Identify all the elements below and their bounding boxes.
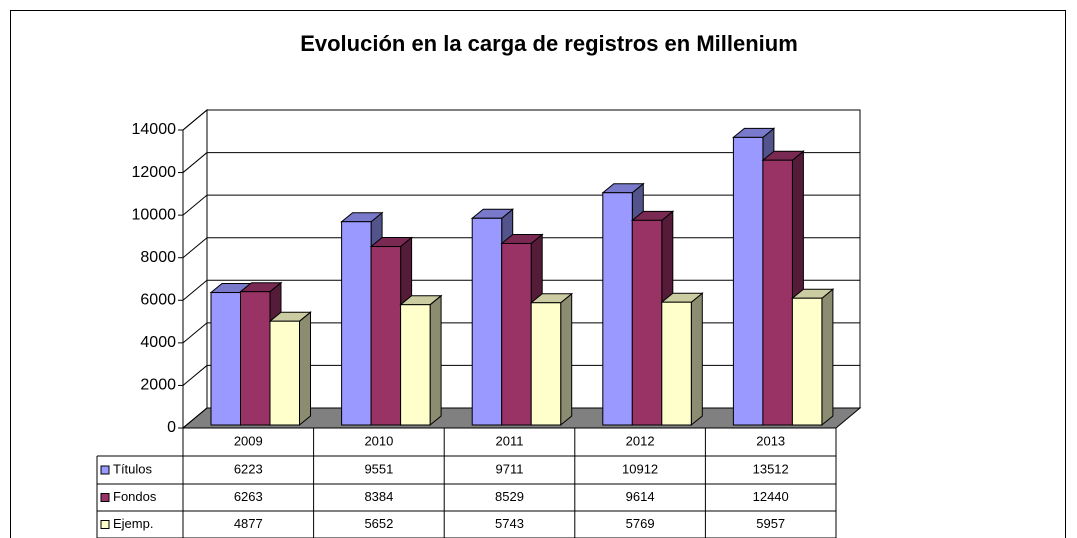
table-value: 8529 [495, 489, 524, 504]
side-wall [182, 108, 208, 430]
grid-line [182, 109, 208, 131]
table-value: 5652 [364, 516, 393, 531]
legend-key [100, 493, 110, 502]
y-tick-label: 12000 [132, 164, 177, 181]
table-value: 12440 [753, 489, 789, 504]
bar [240, 291, 271, 426]
grid-line [182, 322, 208, 344]
table-value: 5769 [626, 516, 655, 531]
y-tick-label: 2000 [140, 377, 176, 394]
bar [791, 297, 823, 426]
y-tick-label: 8000 [140, 249, 176, 266]
table-value: 13512 [753, 461, 789, 476]
bar [269, 320, 300, 426]
grid-line [182, 194, 208, 216]
bar [631, 219, 663, 426]
y-tick-label: 0 [167, 419, 176, 436]
table-value: 9551 [364, 461, 393, 476]
table-value: 9614 [626, 489, 655, 504]
y-tick-label: 10000 [132, 206, 177, 223]
x-tick-label: 2012 [626, 433, 655, 448]
legend-label: Títulos [113, 461, 153, 476]
bar [762, 159, 793, 426]
grid-line [182, 365, 208, 386]
bar [501, 242, 532, 426]
table-value: 4877 [234, 516, 263, 531]
x-tick-label: 2010 [364, 433, 393, 448]
bar [471, 217, 503, 426]
bar [210, 292, 241, 426]
grid-line [182, 407, 208, 429]
table-value: 6263 [234, 489, 263, 504]
bar-side [690, 292, 703, 427]
bar [400, 304, 431, 426]
x-tick-label: 2009 [234, 433, 263, 448]
bar [732, 136, 764, 426]
bar-side [560, 292, 573, 427]
bar-side [299, 311, 311, 427]
bar-side [821, 288, 834, 427]
table-value: 6223 [234, 461, 263, 476]
legend-label: Ejemp. [113, 516, 153, 531]
bar [341, 221, 372, 426]
y-tick-label: 14000 [132, 121, 177, 138]
bar [661, 301, 692, 426]
table-value: 5957 [756, 516, 785, 531]
table-value: 8384 [364, 489, 393, 504]
bar [602, 192, 633, 426]
bar-side [429, 294, 442, 427]
y-tick-label: 4000 [140, 334, 176, 351]
grid-line [182, 237, 208, 259]
y-tick-label: 6000 [140, 292, 176, 309]
bar [530, 302, 562, 426]
table-value: 10912 [622, 461, 658, 476]
x-tick-label: 2011 [496, 433, 524, 448]
table-value: 9711 [496, 461, 524, 476]
legend-key [100, 465, 110, 475]
x-tick-label: 2013 [756, 433, 785, 448]
grid-line [182, 152, 208, 173]
bar [370, 246, 402, 426]
chart-title: Evolución en la carga de registros en Mi… [300, 31, 798, 56]
legend-key [100, 520, 110, 529]
grid-line [182, 279, 208, 301]
legend-label: Fondos [113, 489, 157, 504]
table-value: 5743 [495, 516, 524, 531]
